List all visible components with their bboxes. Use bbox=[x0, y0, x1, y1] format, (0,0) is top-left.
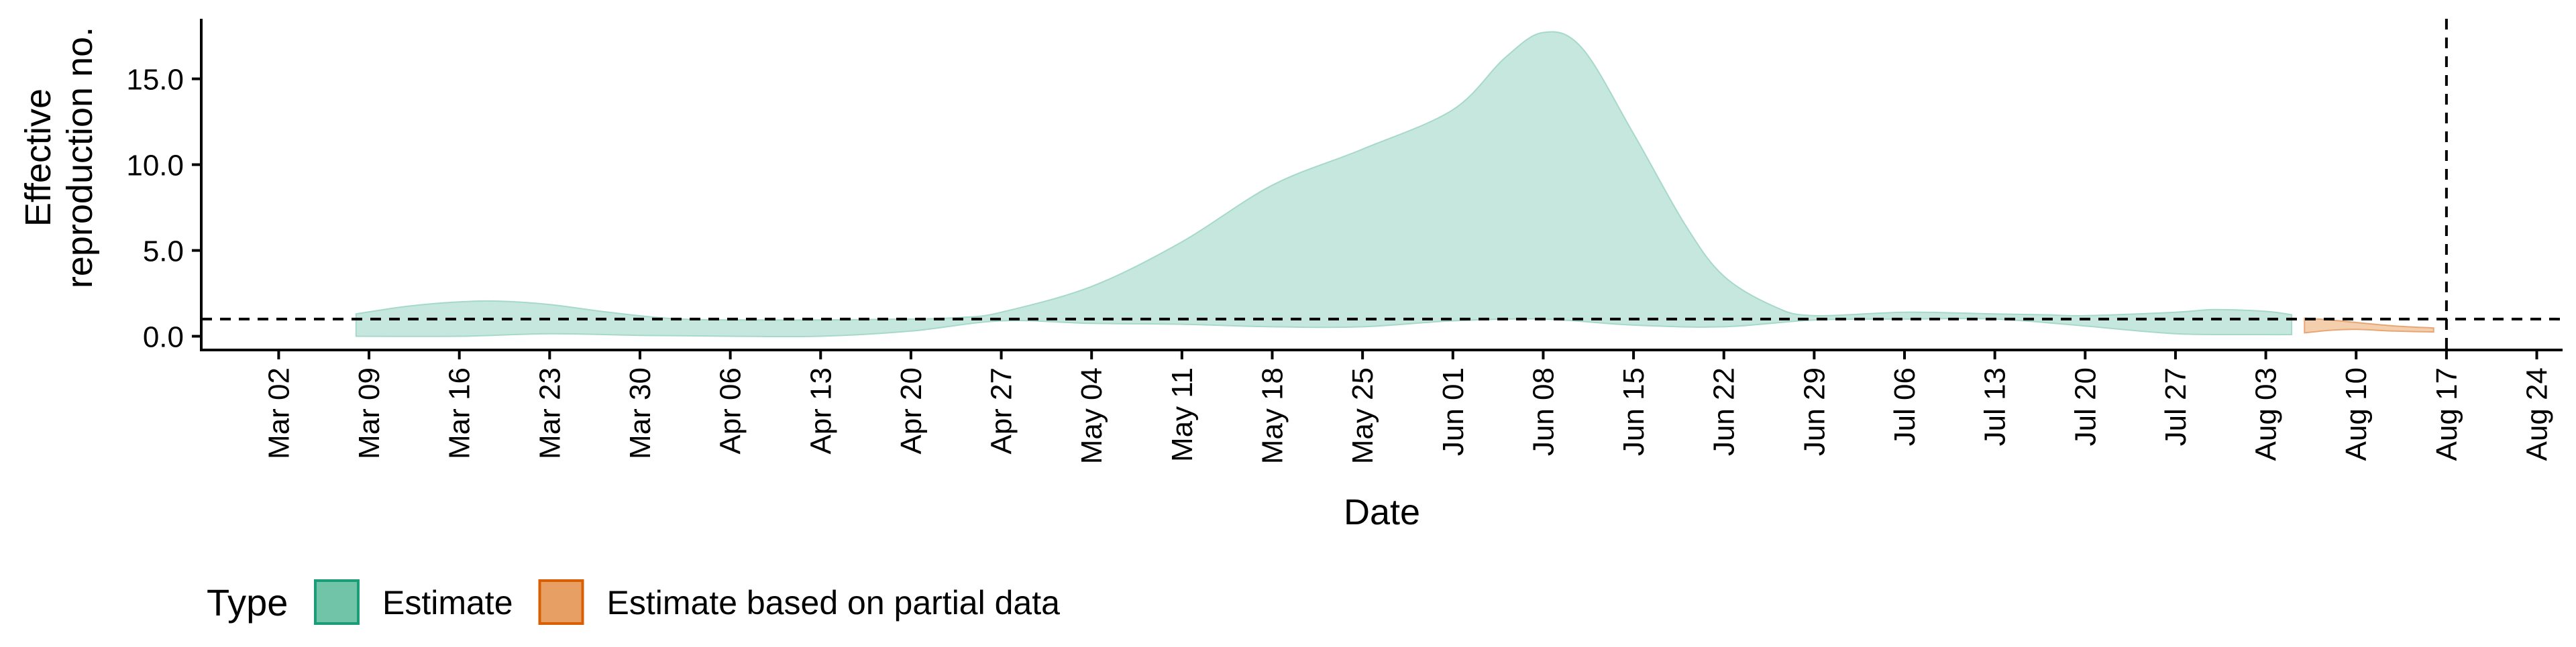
x-tick-label: May 04 bbox=[1075, 367, 1108, 464]
x-tick-label: Jul 27 bbox=[2159, 367, 2192, 446]
legend-title: Type bbox=[207, 581, 288, 624]
x-tick-label: Aug 10 bbox=[2340, 367, 2373, 461]
x-tick-label: Aug 17 bbox=[2430, 367, 2463, 461]
legend-label-1: Estimate based on partial data bbox=[607, 584, 1061, 622]
legend: Type Estimate Estimate based on partial da… bbox=[207, 579, 1061, 625]
x-tick-label: Mar 16 bbox=[443, 367, 476, 459]
legend-key-0 bbox=[314, 579, 360, 625]
y-tick-label: 15.0 bbox=[126, 64, 184, 97]
y-axis-title-text: Effectivereproduction no. bbox=[18, 27, 100, 288]
x-tick-label: Mar 30 bbox=[624, 367, 657, 459]
x-tick-label: Jun 29 bbox=[1798, 367, 1831, 456]
x-tick-label: Jul 06 bbox=[1888, 367, 1921, 446]
y-tick-label: 10.0 bbox=[126, 150, 184, 182]
x-tick-label: Mar 09 bbox=[353, 367, 386, 459]
x-axis-title: Date bbox=[1344, 492, 1420, 532]
y-axis-ticks: 0.0 5.0 10.0 15.0 bbox=[126, 64, 201, 354]
series-area-0 bbox=[355, 31, 2293, 338]
x-tick-label: Apr 20 bbox=[895, 367, 928, 455]
legend-key-1 bbox=[538, 579, 584, 625]
x-tick-label: Jun 08 bbox=[1527, 367, 1560, 456]
x-tick-label: Mar 23 bbox=[533, 367, 566, 459]
x-axis-ticks: Mar 02 Mar 09 Mar 16 Mar 23 Mar 30 Apr 06 Apr … bbox=[262, 350, 2554, 464]
axes bbox=[200, 19, 2563, 351]
y-tick-label: 0.0 bbox=[143, 321, 184, 354]
x-tick-label: Mar 02 bbox=[262, 367, 295, 459]
x-tick-label: Apr 13 bbox=[804, 367, 837, 455]
legend-label-0: Estimate bbox=[382, 584, 513, 622]
x-tick-label: Jul 13 bbox=[1979, 367, 2012, 446]
x-tick-label: Jul 20 bbox=[2069, 367, 2102, 446]
x-tick-label: Aug 03 bbox=[2250, 367, 2283, 461]
series-areas bbox=[355, 31, 2434, 338]
y-axis-title: Effectivereproduction no. bbox=[18, 27, 100, 288]
x-tick-label: Aug 24 bbox=[2521, 367, 2554, 461]
series-area-1 bbox=[2304, 317, 2434, 334]
x-tick-label: May 25 bbox=[1346, 367, 1379, 464]
x-tick-label: Apr 27 bbox=[985, 367, 1018, 455]
x-tick-label: Jun 01 bbox=[1437, 367, 1470, 456]
x-tick-label: May 11 bbox=[1166, 367, 1199, 462]
x-tick-label: Jun 22 bbox=[1708, 367, 1741, 456]
y-tick-label: 5.0 bbox=[143, 235, 184, 268]
x-tick-label: Jun 15 bbox=[1617, 367, 1650, 456]
x-tick-label: Apr 06 bbox=[714, 367, 747, 455]
x-tick-label: May 18 bbox=[1256, 367, 1289, 464]
